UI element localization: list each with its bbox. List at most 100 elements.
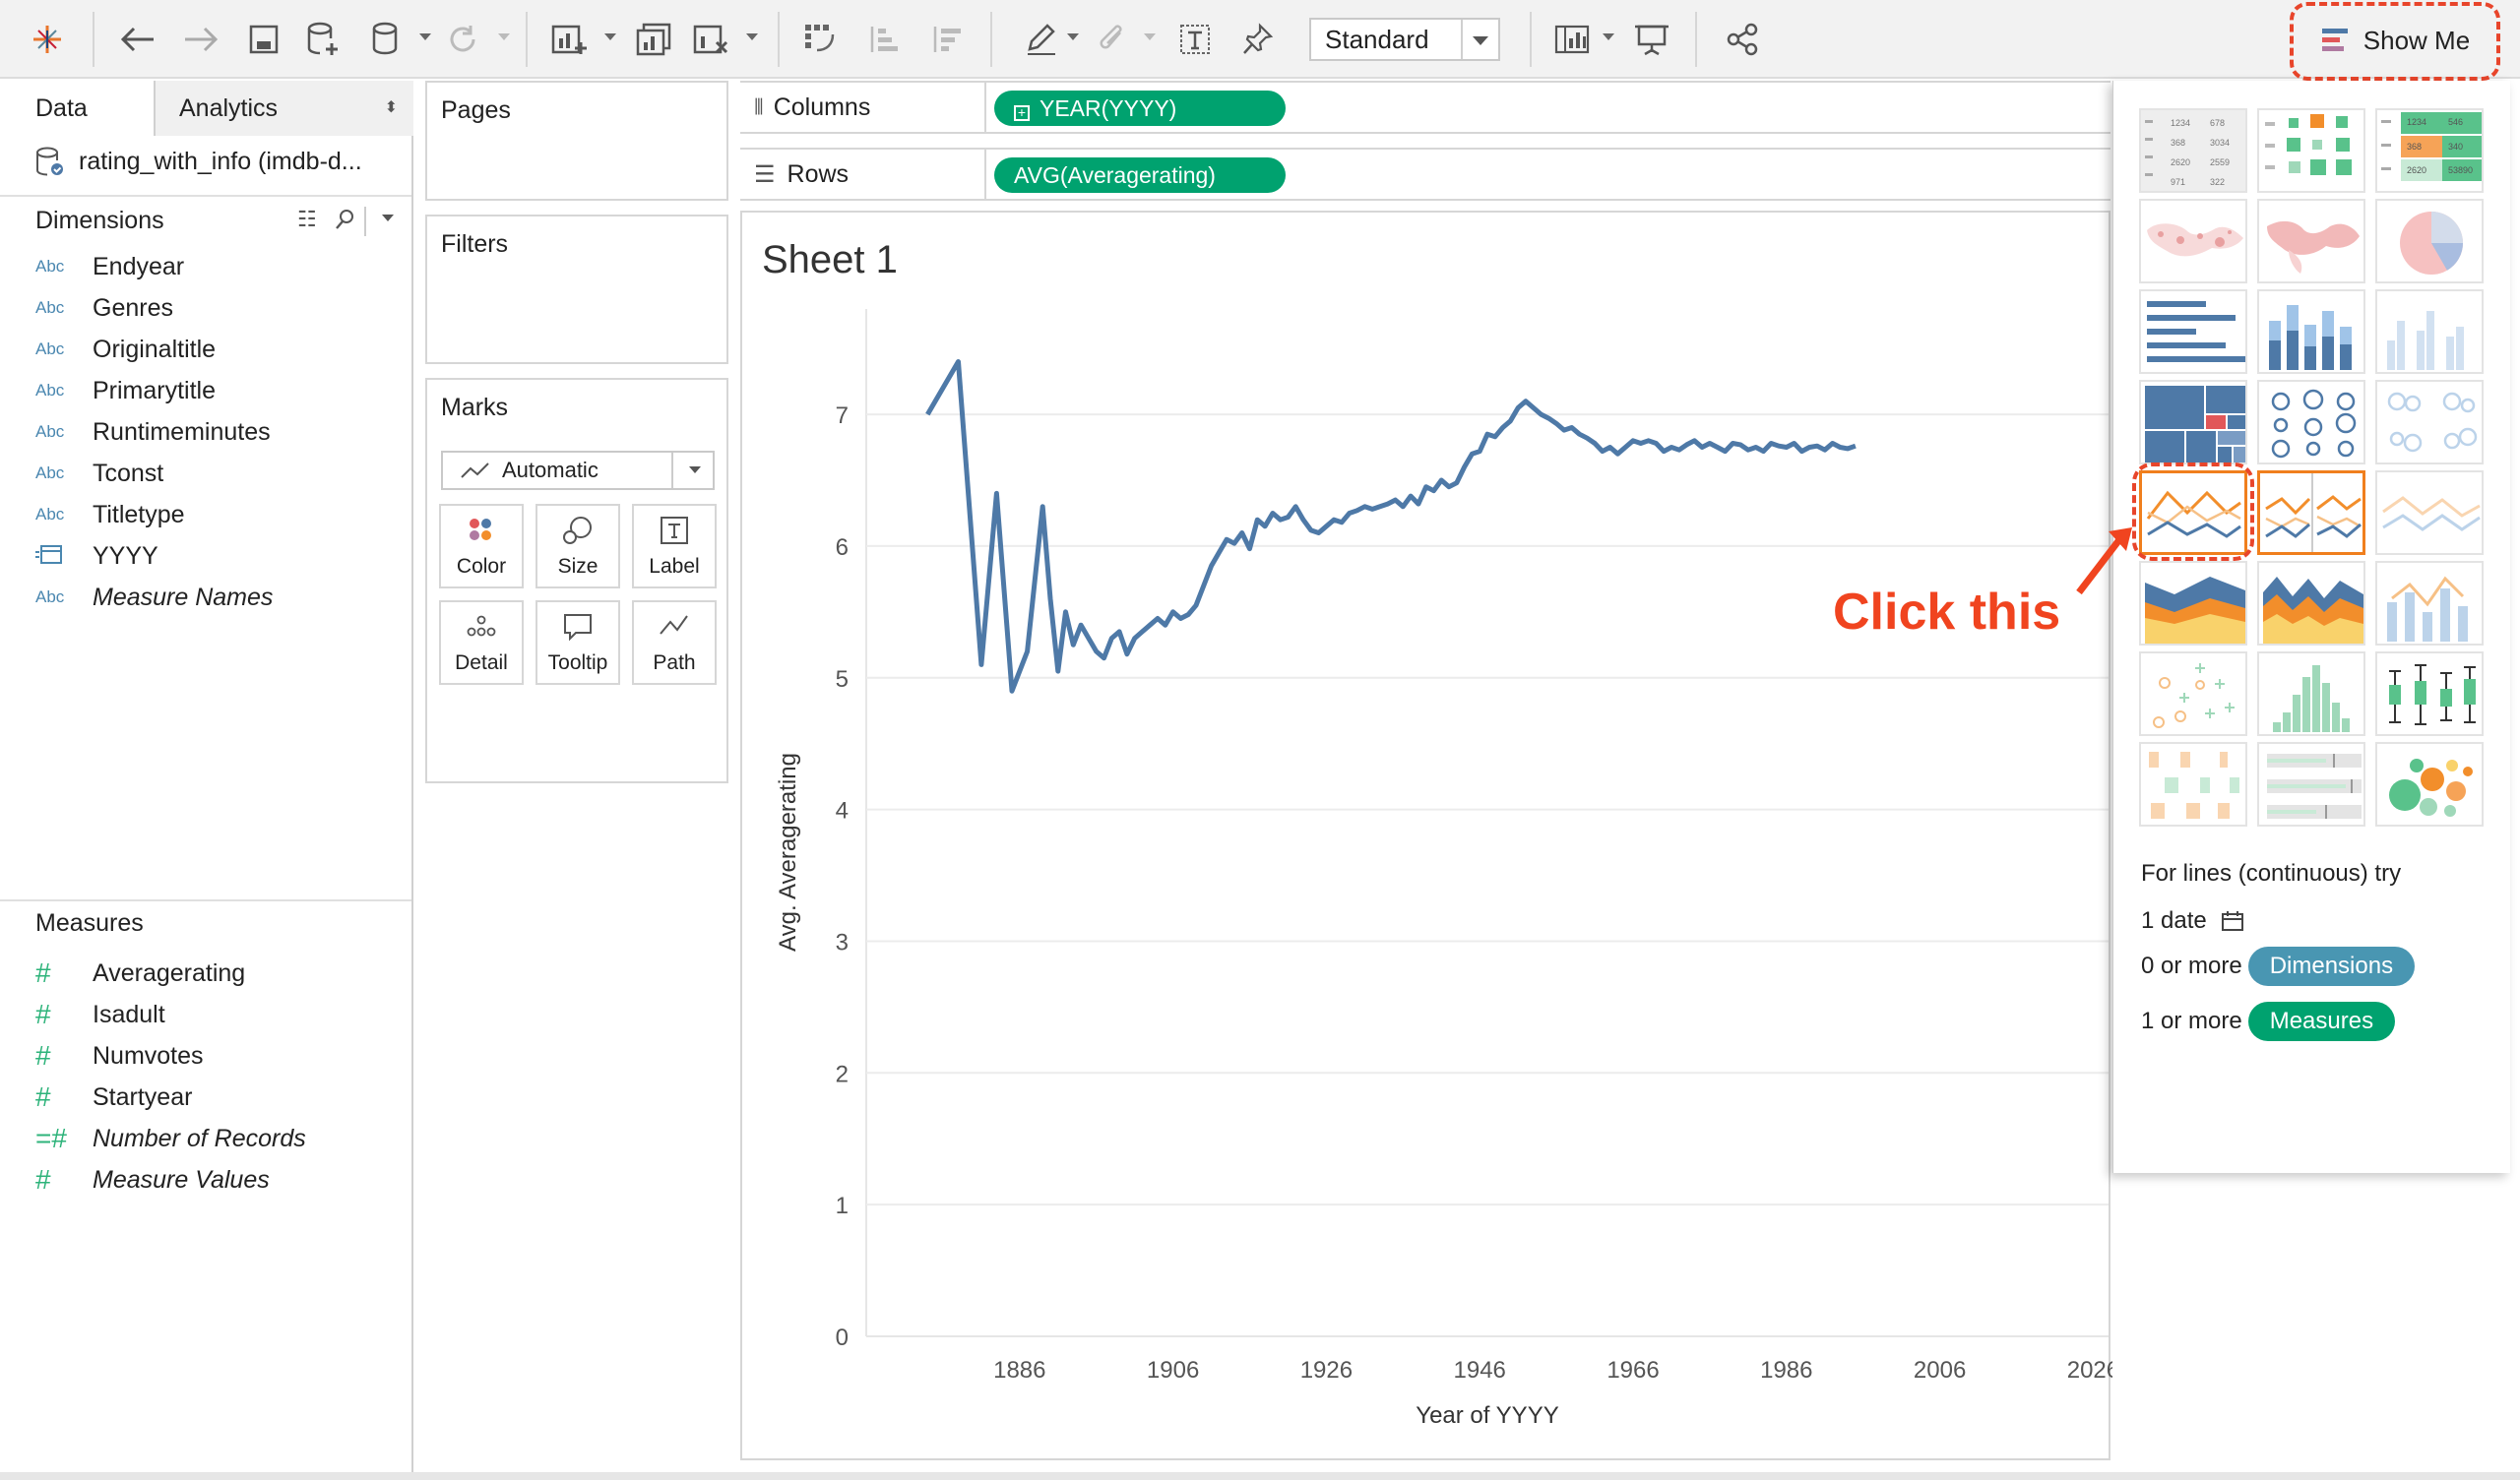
chart-type-circle-views[interactable] xyxy=(2257,380,2365,464)
chart-type-histogram[interactable] xyxy=(2257,651,2365,736)
symbol-map-icon xyxy=(2147,223,2243,257)
dimensions-menu-dropdown-icon[interactable] xyxy=(382,215,394,221)
size-button[interactable]: Size xyxy=(536,504,620,588)
chart-type-packed-bubbles[interactable] xyxy=(2375,742,2484,827)
show-cards-dropdown-icon[interactable] xyxy=(1603,33,1614,40)
chart-type-dual-combination[interactable] xyxy=(2375,561,2484,646)
chart-type-text-table[interactable]: 1234 678 368 3034 2620 2559 971 322 xyxy=(2139,108,2247,193)
refresh-icon[interactable] xyxy=(441,14,484,65)
string-type-icon: Abc xyxy=(35,587,65,606)
show-cards-icon[interactable] xyxy=(1551,14,1595,65)
color-button[interactable]: Color xyxy=(439,504,524,588)
show-mark-labels-icon[interactable] xyxy=(1173,14,1217,65)
columns-pill[interactable]: + YEAR(YYYY) xyxy=(994,91,1286,126)
detail-button[interactable]: Detail xyxy=(439,600,524,685)
new-worksheet-icon[interactable] xyxy=(547,14,591,65)
pause-updates-icon[interactable] xyxy=(366,14,410,65)
highlight-dropdown-icon[interactable] xyxy=(1067,33,1079,40)
columns-shelf[interactable]: ⦀ Columns + YEAR(YYYY) xyxy=(740,81,2110,134)
rows-shelf[interactable]: ☰ Rows AVG(Averagerating) xyxy=(740,148,2110,201)
packed-bubbles-icon xyxy=(2389,759,2473,817)
save-icon[interactable] xyxy=(242,14,285,65)
group-dropdown-icon[interactable] xyxy=(1144,33,1156,40)
show-me-button[interactable]: Show Me xyxy=(2300,10,2492,71)
measure-field-name: Isadult xyxy=(93,1000,165,1028)
show-me-label: Show Me xyxy=(2362,25,2471,55)
tab-data[interactable]: Data xyxy=(0,81,154,136)
chart-type-lines-discrete[interactable] xyxy=(2257,470,2365,555)
redo-icon[interactable] xyxy=(177,14,224,65)
datasource-item[interactable]: rating_with_info (imdb-d... xyxy=(35,146,362,177)
sort-descending-icon[interactable] xyxy=(925,14,969,65)
number-type-icon: # xyxy=(35,1164,51,1195)
dimension-field[interactable]: Abc Primarytitle xyxy=(35,370,216,411)
dimension-field-name: Primarytitle xyxy=(93,376,217,404)
expand-plus-icon[interactable]: + xyxy=(1014,105,1030,121)
chart-type-bullet-graph[interactable] xyxy=(2257,742,2365,827)
chart-type-filled-map[interactable] xyxy=(2257,199,2365,283)
tab-analytics[interactable]: Analytics ⬍ xyxy=(154,81,413,136)
chart-type-area-discrete[interactable] xyxy=(2257,561,2365,646)
chart-type-heat-map[interactable] xyxy=(2257,108,2365,193)
dimension-field[interactable]: Abc Endyear xyxy=(35,246,184,287)
pages-card[interactable]: Pages xyxy=(425,81,728,201)
chart-type-treemap[interactable] xyxy=(2139,380,2247,464)
clear-sheet-dropdown-icon[interactable] xyxy=(746,33,758,40)
string-type-icon: Abc xyxy=(35,422,65,441)
share-icon[interactable] xyxy=(1721,14,1764,65)
calendar-icon xyxy=(35,543,93,570)
chart-type-stacked-bars[interactable] xyxy=(2257,289,2365,374)
y-tick-label: 0 xyxy=(836,1325,849,1351)
fit-select[interactable]: Standard xyxy=(1309,18,1500,61)
chart-type-side-by-side-bars[interactable] xyxy=(2375,289,2484,374)
dimension-field[interactable]: YYYY xyxy=(35,535,158,577)
undo-icon[interactable] xyxy=(114,14,161,65)
chart-type-pie[interactable] xyxy=(2375,199,2484,283)
chart-type-highlight-table[interactable]: 1234 546 368 340 2620 53890 xyxy=(2375,108,2484,193)
clear-sheet-icon[interactable] xyxy=(689,14,732,65)
chart-type-lines-continuous[interactable] xyxy=(2139,470,2247,555)
new-worksheet-dropdown-icon[interactable] xyxy=(604,33,616,40)
dimension-field[interactable]: Abc Titletype xyxy=(35,494,185,535)
chart-type-gantt[interactable] xyxy=(2139,742,2247,827)
measure-field[interactable]: # Measure Values xyxy=(35,1159,270,1201)
tableau-logo-icon[interactable] xyxy=(20,14,75,65)
group-members-icon[interactable] xyxy=(1091,14,1134,65)
new-datasource-icon[interactable] xyxy=(301,14,345,65)
measure-field[interactable]: # Isadult xyxy=(35,994,165,1035)
dimension-field[interactable]: Abc Originaltitle xyxy=(35,329,216,370)
tooltip-button[interactable]: Tooltip xyxy=(536,600,620,685)
dimension-field[interactable]: Abc Measure Names xyxy=(35,577,273,618)
y-tick-label: 1 xyxy=(836,1193,849,1219)
measure-field[interactable]: =# Number of Records xyxy=(35,1118,306,1159)
chart-type-side-by-side-circles[interactable] xyxy=(2375,380,2484,464)
chart-type-area-continuous[interactable] xyxy=(2139,561,2247,646)
duplicate-sheet-icon[interactable] xyxy=(632,14,675,65)
chart-type-horizontal-bars[interactable] xyxy=(2139,289,2247,374)
view-list-icon[interactable]: ☷ xyxy=(297,207,317,231)
presentation-mode-icon[interactable] xyxy=(1630,14,1673,65)
measure-field[interactable]: # Averagerating xyxy=(35,953,245,994)
dimension-field[interactable]: Abc Runtimeminutes xyxy=(35,411,271,453)
path-button[interactable]: Path xyxy=(632,600,717,685)
measure-field[interactable]: # Startyear xyxy=(35,1077,192,1118)
chart-type-dual-lines[interactable] xyxy=(2375,470,2484,555)
dimension-field[interactable]: Abc Tconst xyxy=(35,453,163,494)
string-type-icon: Abc xyxy=(35,339,65,358)
search-icon[interactable] xyxy=(335,209,356,230)
fix-axes-pin-icon[interactable] xyxy=(1236,14,1280,65)
label-button[interactable]: Label xyxy=(632,504,717,588)
highlight-icon[interactable] xyxy=(1020,14,1063,65)
filters-card[interactable]: Filters xyxy=(425,215,728,364)
swap-rows-columns-icon[interactable] xyxy=(799,14,843,65)
chart-type-symbol-map[interactable] xyxy=(2139,199,2247,283)
dimension-field[interactable]: Abc Genres xyxy=(35,287,173,329)
mark-type-select[interactable]: Automatic xyxy=(441,451,715,490)
rows-pill[interactable]: AVG(Averagerating) xyxy=(994,157,1286,193)
chart-type-box-whisker[interactable] xyxy=(2375,651,2484,736)
datasource-dropdown-icon[interactable] xyxy=(419,33,431,40)
measure-field[interactable]: # Numvotes xyxy=(35,1035,204,1077)
chart-type-scatter-plot[interactable] xyxy=(2139,651,2247,736)
sort-ascending-icon[interactable] xyxy=(862,14,906,65)
refresh-dropdown-icon[interactable] xyxy=(498,33,510,40)
